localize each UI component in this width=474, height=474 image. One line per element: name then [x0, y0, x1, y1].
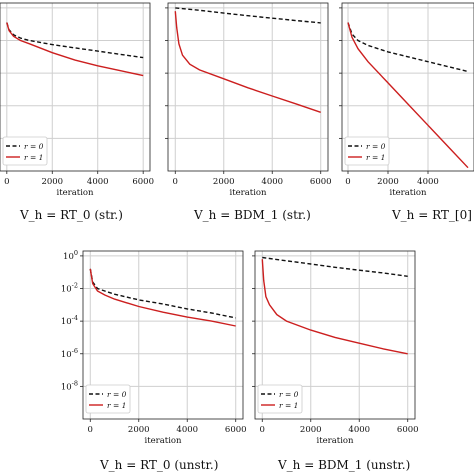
x-axis-label: iteration [229, 188, 267, 198]
x-tick-label: 6000 [132, 177, 154, 187]
legend-box [2, 136, 48, 166]
legend-label: r = 1 [279, 401, 298, 410]
y-tick-label: 100 [63, 249, 78, 262]
caption-rt0-bracket: V_h = RT_[0] [392, 208, 472, 222]
y-tick-label: 10-4 [61, 314, 78, 327]
x-tick-label: 2000 [300, 425, 322, 435]
x-tick-label: 6000 [397, 425, 419, 435]
x-tick-label: 0 [260, 425, 265, 435]
series-line-r0 [6, 22, 144, 59]
series-line-r1 [174, 11, 321, 113]
x-tick-label: 6000 [225, 425, 247, 435]
series-line-r1 [89, 268, 236, 327]
x-axis-label: iteration [56, 188, 94, 198]
chart-panel-rt0-unstr: 0 2000 4000 6000 100 10-2 10-4 10-6 10-8 iteratio… [61, 249, 247, 446]
caption-bdm1-str: V_h = BDM_1 (str.) [194, 208, 311, 222]
series-line-r1 [261, 259, 408, 355]
series-line-r1 [347, 22, 469, 169]
x-tick-label: 0 [4, 177, 9, 187]
legend-box [257, 384, 303, 414]
series-line-r0 [347, 22, 469, 73]
x-axis-label: iteration [389, 188, 427, 198]
x-tick-label: 2000 [377, 177, 399, 187]
series-layer [6, 22, 144, 77]
series-layer [174, 7, 321, 113]
axes-frame [0, 2, 151, 172]
legend-label: r = 0 [24, 142, 44, 151]
x-tick-label: 2000 [213, 177, 235, 187]
series-line-r0 [262, 256, 408, 277]
y-tick-label: 10-8 [61, 379, 78, 392]
y-tick-label: 10-2 [61, 282, 78, 295]
x-tick-label: 6000 [310, 177, 332, 187]
x-tick-label: 4000 [87, 177, 109, 187]
chart-panel-bdm1-unstr: 0 2000 4000 6000 iteration r = 0 r = 1 [252, 250, 419, 446]
caption-rt0-str: V_h = RT_0 (str.) [20, 208, 123, 222]
series-layer [347, 22, 469, 169]
legend-label: r = 0 [366, 142, 386, 151]
x-axis-label: iteration [144, 436, 182, 446]
chart-panel-rt0-str: 0 2000 4000 6000 iteration r = 0 r = 1 [0, 2, 154, 198]
x-tick-label: 0 [173, 177, 178, 187]
x-tick-label: 0 [345, 177, 350, 187]
legend-label: r = 1 [107, 401, 126, 410]
series-line-r1 [6, 22, 144, 77]
legend-label: r = 1 [24, 153, 43, 162]
x-axis-label: iteration [316, 436, 354, 446]
series-line-r0 [89, 268, 236, 319]
series-line-r0 [175, 7, 321, 24]
caption-rt0-unstr: V_h = RT_0 (unstr.) [100, 458, 219, 472]
y-tick-label: 10-6 [61, 347, 78, 360]
x-tick-label: 4000 [348, 425, 370, 435]
legend-box [85, 384, 131, 414]
x-tick-label: 2000 [41, 177, 63, 187]
axes-frame [341, 2, 474, 172]
x-tick-label: 4000 [176, 425, 198, 435]
x-tick-label: 4000 [417, 177, 439, 187]
axes-frame [254, 250, 416, 420]
legend-label: r = 0 [107, 390, 127, 399]
axes-frame [167, 2, 329, 172]
axes-frame [82, 250, 244, 420]
legend-label: r = 0 [279, 390, 299, 399]
x-tick-label: 4000 [261, 177, 283, 187]
x-tick-label: 0 [88, 425, 93, 435]
caption-bdm1-unstr: V_h = BDM_1 (unstr.) [278, 458, 411, 472]
legend-box [344, 136, 390, 166]
chart-panel-bdm1-str: 0 2000 4000 6000 iteration [165, 2, 332, 198]
series-layer [261, 256, 408, 355]
legend-label: r = 1 [366, 153, 385, 162]
series-layer [89, 268, 236, 327]
x-tick-label: 2000 [128, 425, 150, 435]
